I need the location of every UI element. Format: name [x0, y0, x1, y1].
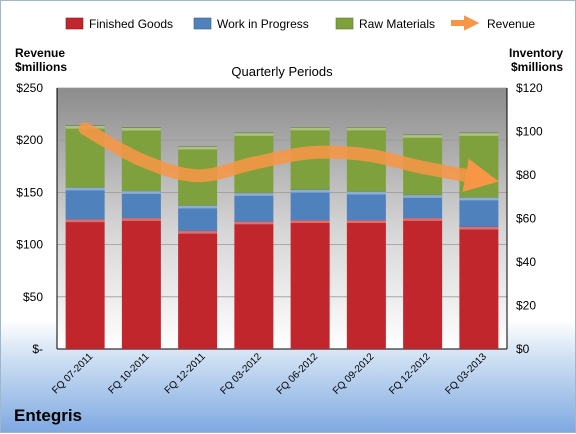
bar-highlight [122, 218, 161, 221]
x-tick-label: FQ 12-2012 [387, 351, 433, 397]
bar-work-in-progress [66, 187, 105, 219]
left-tick-label: $50 [23, 290, 43, 304]
x-tick-label: FQ 09-2012 [331, 351, 377, 397]
bar-work-in-progress [403, 195, 442, 218]
legend-swatch-work-in-progress [194, 18, 211, 29]
left-tick-label: $150 [16, 185, 43, 199]
bar-work-in-progress [459, 197, 498, 226]
x-tick-label: FQ 12-2011 [163, 351, 208, 396]
left-axis-label-line2: $millions [15, 60, 67, 74]
x-tick-label: FQ 06-2012 [275, 351, 321, 397]
left-tick-label: $200 [16, 133, 43, 147]
x-tick-label: FQ 07-2011 [50, 351, 95, 396]
right-tick-label: $0 [516, 342, 530, 356]
legend-label-finished-goods: Finished Goods [89, 17, 173, 31]
bar-highlight [66, 187, 105, 190]
bar-highlight [122, 128, 161, 131]
bar-highlight [459, 133, 498, 136]
bar-highlight [234, 133, 273, 136]
left-axis-ticks: $- $50 $100 $150 $200 $250 [16, 81, 43, 356]
bar-finished-goods [178, 231, 217, 349]
bar-highlight [291, 127, 330, 130]
company-name: Entegris [14, 406, 82, 426]
bar-highlight [291, 220, 330, 223]
bar-finished-goods [66, 219, 105, 349]
legend-swatch-finished-goods [66, 18, 83, 29]
left-tick-label: $- [32, 342, 43, 356]
bar-work-in-progress [178, 205, 217, 230]
bar-highlight [347, 127, 386, 130]
right-axis-label-line1: Inventory [509, 46, 563, 60]
bar-highlight [403, 195, 442, 198]
bar-highlight [459, 227, 498, 230]
bar-finished-goods [403, 218, 442, 349]
bar-highlight [178, 147, 217, 150]
bar-highlight [122, 191, 161, 194]
bar-work-in-progress [122, 191, 161, 218]
legend-label-revenue: Revenue [487, 17, 535, 31]
left-tick-label: $250 [16, 81, 43, 95]
right-tick-label: $60 [516, 212, 536, 226]
right-tick-label: $80 [516, 168, 536, 182]
legend-label-work-in-progress: Work in Progress [217, 17, 309, 31]
bar-highlight [66, 219, 105, 222]
bar-highlight [178, 231, 217, 234]
bar-finished-goods [347, 220, 386, 349]
bar-finished-goods [291, 220, 330, 349]
legend-label-raw-materials: Raw Materials [359, 17, 435, 31]
bar-highlight [347, 220, 386, 223]
bar-finished-goods [234, 221, 273, 349]
left-axis-label-line1: Revenue [15, 46, 65, 60]
bar-highlight [178, 205, 217, 208]
right-tick-label: $20 [516, 299, 536, 313]
bar-work-in-progress [234, 193, 273, 221]
bar-highlight [403, 135, 442, 138]
bar-highlight [459, 197, 498, 200]
legend: Finished Goods Work in Progress Raw Mate… [66, 17, 535, 31]
right-tick-label: $100 [516, 125, 543, 139]
bar-raw-materials [459, 133, 498, 198]
bar-highlight [347, 192, 386, 195]
right-axis-label-line2: $millions [511, 60, 563, 74]
bar-highlight [234, 193, 273, 196]
x-tick-label: FQ 03-2012 [218, 351, 264, 397]
right-axis-ticks: $0 $20 $40 $60 $80 $100 $120 [516, 81, 543, 356]
bar-finished-goods [459, 227, 498, 349]
chart-title: Quarterly Periods [231, 64, 333, 79]
bar-finished-goods [122, 218, 161, 349]
x-tick-label: FQ 03-2013 [443, 351, 489, 397]
bar-highlight [291, 190, 330, 193]
x-tick-label: FQ 10-2011 [107, 351, 152, 396]
right-tick-label: $120 [516, 81, 543, 95]
bar-highlight [234, 221, 273, 224]
right-tick-label: $40 [516, 255, 536, 269]
bar-highlight [403, 218, 442, 221]
legend-swatch-raw-materials [336, 18, 353, 29]
left-tick-label: $100 [16, 238, 43, 252]
bar-work-in-progress [291, 190, 330, 220]
bar-work-in-progress [347, 192, 386, 220]
